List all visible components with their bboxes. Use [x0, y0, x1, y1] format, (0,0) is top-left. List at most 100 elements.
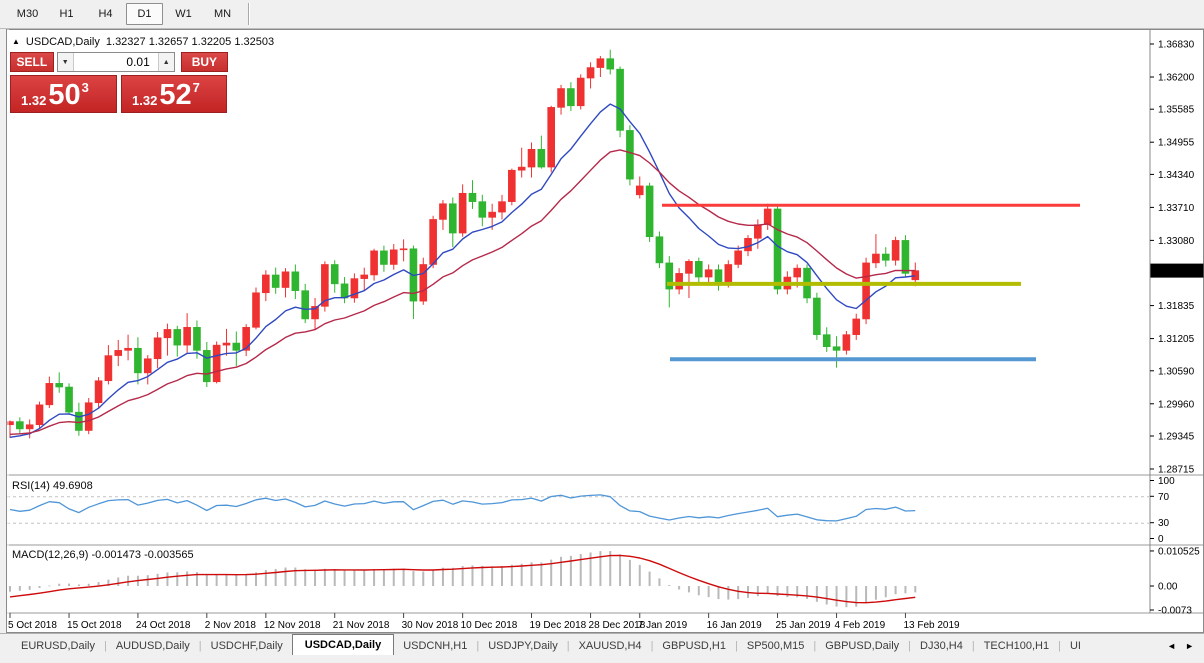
svg-text:100: 100	[1158, 476, 1175, 487]
svg-text:28 Dec 2018: 28 Dec 2018	[589, 620, 646, 631]
svg-text:2 Nov 2018: 2 Nov 2018	[205, 620, 257, 631]
svg-text:1.29345: 1.29345	[1158, 431, 1195, 442]
svg-text:1.36830: 1.36830	[1158, 40, 1195, 51]
rsi-pane	[7, 494, 1149, 524]
tab-separator: |	[566, 640, 570, 652]
svg-text:7 Jan 2019: 7 Jan 2019	[638, 620, 688, 631]
chart-ohlc-values: 1.32327 1.32657 1.32205 1.32503	[105, 36, 275, 48]
current-price-marker: 1.32503	[1150, 263, 1204, 278]
sell-price-big: 50	[48, 79, 81, 111]
tab-dj30-h4[interactable]: DJ30,H4	[920, 640, 963, 652]
tab-separator: |	[908, 640, 912, 652]
timeframe-button-h1[interactable]: H1	[59, 8, 74, 20]
svg-text:1.30590: 1.30590	[1158, 366, 1195, 377]
price-pane	[7, 49, 1080, 439]
chart-tabbar: EURUSD,Daily | AUDUSD,Daily | USDCHF,Daily US…	[0, 633, 1204, 656]
svg-text:30: 30	[1158, 518, 1170, 529]
svg-text:12 Nov 2018: 12 Nov 2018	[264, 620, 321, 631]
svg-text:24 Oct 2018: 24 Oct 2018	[136, 620, 191, 631]
timeframe-button-h4[interactable]: H4	[98, 8, 113, 20]
svg-text:1.34340: 1.34340	[1158, 170, 1195, 181]
tab-separator: |	[1058, 640, 1061, 652]
tab-usdcnh-h1[interactable]: USDCNH,H1	[403, 640, 468, 652]
svg-text:19 Dec 2018: 19 Dec 2018	[530, 620, 587, 631]
toolbar-separator	[248, 3, 250, 25]
tab-gbpusd-daily[interactable]: GBPUSD,Daily	[825, 640, 900, 652]
tab-usdjpy-daily[interactable]: USDJPY,Daily	[488, 640, 558, 652]
tab-usdchf-daily[interactable]: USDCHF,Daily	[210, 640, 283, 652]
tab-separator: |	[971, 640, 975, 652]
svg-text:25 Jan 2019: 25 Jan 2019	[776, 620, 831, 631]
buy-price-prefix: 1.32	[132, 93, 158, 108]
volume-decrease-icon[interactable]: ▼	[57, 53, 74, 71]
svg-text:1.33080: 1.33080	[1158, 236, 1195, 247]
macd-pane	[9, 550, 917, 608]
date-axis: 5 Oct 2018 15 Oct 2018 24 Oct 2018 2 Nov 20…	[8, 613, 960, 631]
svg-text:1.36200: 1.36200	[1158, 72, 1195, 83]
tab-audusd-daily[interactable]: AUDUSD,Daily	[115, 640, 190, 652]
tab-eurusd-daily[interactable]: EURUSD,Daily	[21, 640, 95, 652]
volume-input[interactable]	[73, 53, 158, 71]
chart-symbol-label: USDCAD,Daily	[25, 36, 100, 48]
tab-sp500-m15[interactable]: SP500,M15	[746, 640, 805, 652]
tab-scroll-right-icon[interactable]: ►	[1185, 641, 1194, 651]
tab-usdcad-daily[interactable]: USDCAD,Daily	[291, 634, 395, 656]
svg-text:1.31205: 1.31205	[1158, 334, 1195, 345]
volume-increase-icon[interactable]: ▲	[157, 53, 174, 71]
svg-text:5 Oct 2018: 5 Oct 2018	[8, 620, 57, 631]
svg-text:4 Feb 2019: 4 Feb 2019	[835, 620, 886, 631]
tab-separator: |	[813, 640, 817, 652]
timeframe-buttons: M30 H1 H4 D1 W1 MN	[8, 3, 242, 25]
svg-text:21 Nov 2018: 21 Nov 2018	[333, 620, 390, 631]
svg-text:13 Feb 2019: 13 Feb 2019	[903, 620, 960, 631]
buy-price-pip: 7	[192, 80, 200, 95]
tab-ui[interactable]: UI	[1069, 640, 1081, 652]
svg-text:1.32503: 1.32503	[1156, 266, 1193, 277]
sell-price-box[interactable]: 1.32 50 3	[10, 75, 117, 113]
tab-scroll-left-icon[interactable]: ◄	[1167, 641, 1177, 651]
tab-scroll-controls: ◄ ►	[1163, 641, 1204, 656]
svg-text:1.29960: 1.29960	[1158, 399, 1195, 410]
rsi-label: RSI(14) 49.6908	[12, 480, 93, 492]
collapse-panel-icon[interactable]: ▲	[12, 37, 20, 46]
tab-separator: |	[650, 640, 654, 652]
tab-separator: |	[198, 640, 202, 652]
svg-text:1.34955: 1.34955	[1158, 138, 1195, 149]
tab-separator: |	[103, 640, 107, 652]
timeframe-toolbar: M30 H1 H4 D1 W1 MN	[0, 0, 1204, 29]
chart-tabs: EURUSD,Daily | AUDUSD,Daily | USDCHF,Daily US…	[0, 634, 1163, 656]
svg-text:30 Nov 2018: 30 Nov 2018	[402, 620, 459, 631]
tab-separator: |	[735, 640, 738, 652]
one-click-trading-panel: SELL ▼ ▲ BUY 1.32 50 3 1.32 52 7	[10, 52, 228, 113]
svg-text:-0.0073: -0.0073	[1158, 606, 1192, 617]
status-strip	[0, 655, 1204, 663]
buy-price-box[interactable]: 1.32 52 7	[121, 75, 227, 113]
volume-control: ▼ ▲	[56, 52, 175, 72]
tab-separator: |	[476, 640, 480, 652]
svg-text:70: 70	[1158, 492, 1170, 503]
chart-title: ▲ USDCAD,Daily 1.32327 1.32657 1.32205 1…	[12, 36, 274, 48]
buy-button[interactable]: BUY	[180, 52, 228, 72]
svg-text:0.00: 0.00	[1158, 582, 1178, 593]
svg-text:1.33710: 1.33710	[1158, 203, 1195, 214]
svg-text:1.35585: 1.35585	[1158, 105, 1195, 116]
svg-text:16 Jan 2019: 16 Jan 2019	[707, 620, 762, 631]
timeframe-button-mn[interactable]: MN	[213, 8, 232, 20]
timeframe-button-m30[interactable]: M30	[16, 8, 39, 20]
svg-text:10 Dec 2018: 10 Dec 2018	[461, 620, 518, 631]
tab-gbpusd-h1[interactable]: GBPUSD,H1	[662, 640, 726, 652]
timeframe-button-w1[interactable]: W1	[175, 8, 192, 20]
price-axis: 1.36830 1.36200 1.35585 1.34955 1.34340 1.337…	[1150, 40, 1200, 617]
sell-price-prefix: 1.32	[21, 93, 47, 108]
svg-text:1.31835: 1.31835	[1158, 301, 1195, 312]
buy-price-big: 52	[159, 79, 192, 111]
svg-text:1.28715: 1.28715	[1158, 464, 1195, 475]
tab-xauusd-h4[interactable]: XAUUSD,H4	[578, 640, 642, 652]
svg-text:0.010525: 0.010525	[1158, 546, 1200, 557]
timeframe-button-d1[interactable]: D1	[126, 3, 163, 25]
sell-price-pip: 3	[81, 80, 89, 95]
sell-button[interactable]: SELL	[10, 52, 54, 72]
tab-tech100-h1[interactable]: TECH100,H1	[983, 640, 1050, 652]
